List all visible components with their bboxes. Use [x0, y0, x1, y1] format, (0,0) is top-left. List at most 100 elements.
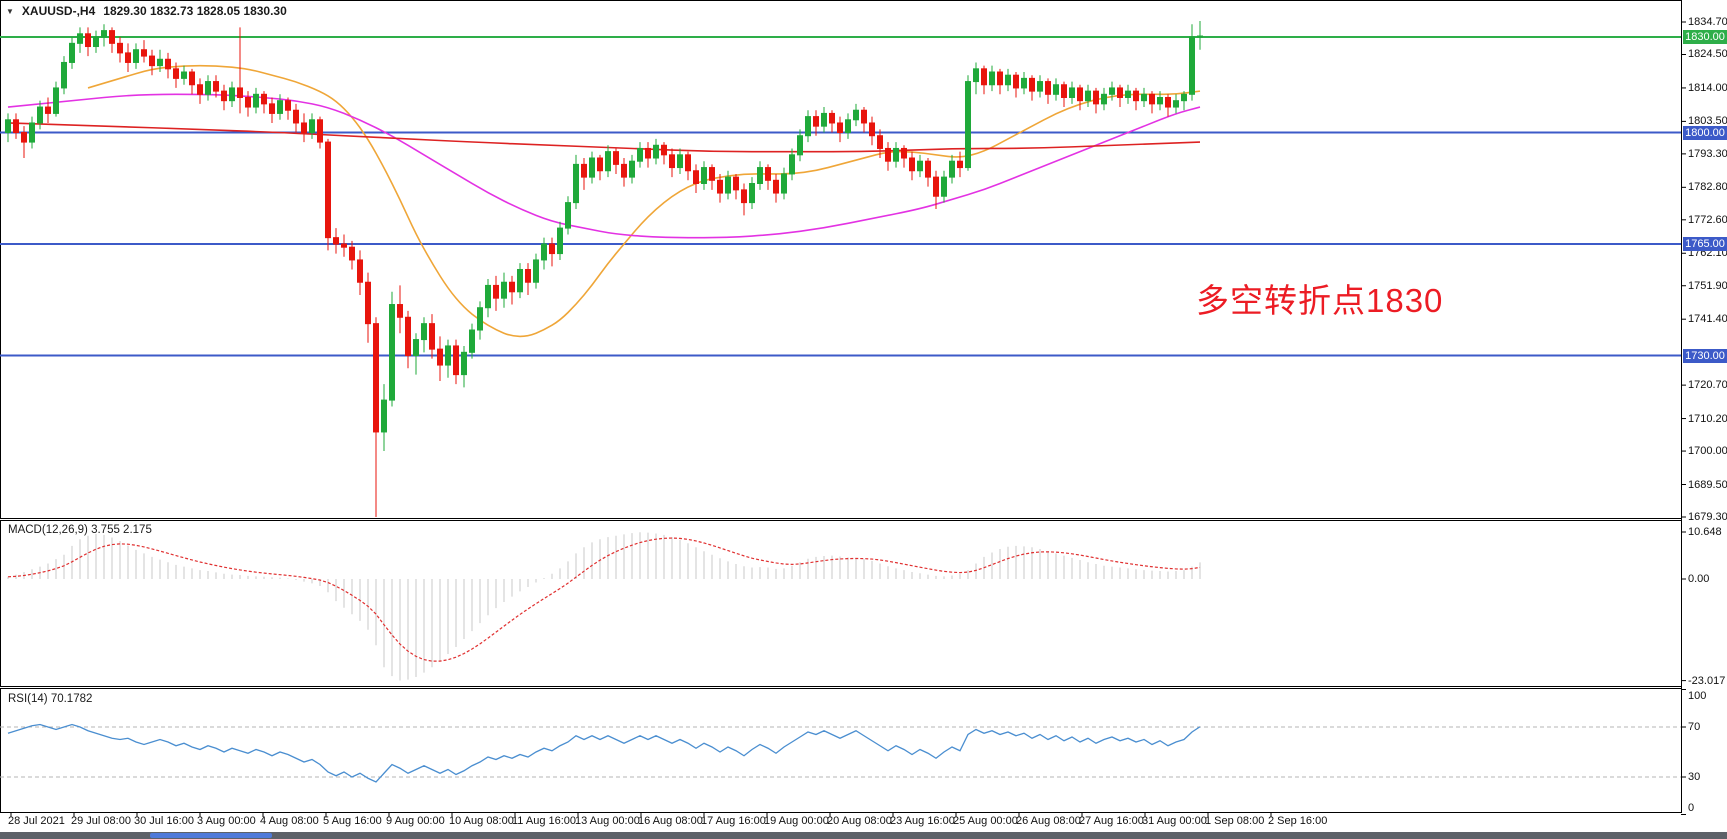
time-axis-label: 19 Aug 00:00: [764, 815, 829, 827]
candle-body: [557, 227, 563, 255]
annotation-text[interactable]: 多空转折点1830: [1196, 282, 1444, 319]
candle-body: [149, 55, 155, 67]
candle-body: [357, 259, 363, 283]
candle-body: [709, 167, 715, 181]
candle-body: [1109, 87, 1115, 95]
candle-body: [925, 160, 931, 178]
candle-body: [501, 281, 507, 299]
candle-body: [581, 163, 587, 178]
time-axis-label: 20 Aug 08:00: [827, 815, 892, 827]
price-tick-label: 1679.30: [1688, 510, 1727, 523]
price-level-badge: 1730.00: [1683, 348, 1727, 363]
candle-body: [525, 268, 531, 283]
candle-body: [429, 323, 435, 350]
candle-body: [741, 189, 747, 204]
candle-body: [333, 237, 339, 245]
candle-body: [749, 182, 755, 204]
candle-body: [421, 323, 427, 341]
time-axis-label: 9 Aug 00:00: [386, 815, 445, 827]
candle-body: [1157, 96, 1163, 105]
candle-body: [573, 163, 579, 204]
candle-body: [45, 106, 51, 114]
ma-mid-line: [7, 93, 1201, 239]
candle-body: [629, 160, 635, 178]
candle-body: [1085, 90, 1091, 102]
candle-body: [941, 176, 947, 197]
price-tick-label: 1700.00: [1688, 445, 1727, 458]
candle-body: [1133, 90, 1139, 102]
candle-body: [1045, 81, 1051, 95]
candle-body: [1141, 93, 1147, 102]
candle-body: [589, 157, 595, 178]
candle-body: [677, 154, 683, 169]
candle-body: [397, 304, 403, 318]
macd-tick-label: -23.017: [1688, 674, 1726, 687]
candle-body: [861, 109, 867, 124]
candle-body: [317, 119, 323, 143]
bottom-scrollbar[interactable]: [0, 832, 1727, 839]
candle-body: [821, 112, 827, 127]
candle-body: [685, 154, 691, 172]
candle-body: [893, 147, 899, 162]
candle-body: [549, 243, 555, 255]
candle-body: [765, 167, 771, 181]
candle-body: [669, 154, 675, 169]
rsi-indicator-label: RSI(14) 70.1782: [8, 693, 93, 705]
macd-histogram: [7, 532, 1201, 681]
candle-body: [381, 399, 387, 433]
dropdown-triangle-icon[interactable]: ▼: [6, 6, 14, 16]
candle-body: [1077, 87, 1083, 102]
time-axis-label: 13 Aug 00:00: [575, 815, 640, 827]
candle-body: [781, 173, 787, 194]
candle-body: [837, 122, 843, 134]
time-axis-label: 26 Aug 08:00: [1016, 815, 1081, 827]
ohlc-quote-label: 1829.30 1832.73 1828.05 1830.30: [103, 4, 287, 18]
candle-body: [1197, 35, 1203, 38]
candle-body: [1189, 36, 1195, 95]
candle-body: [293, 109, 299, 124]
time-axis-label: 3 Aug 00:00: [197, 815, 256, 827]
macd-tick-label: 10.648: [1688, 525, 1722, 538]
candle-body: [1029, 77, 1035, 92]
rsi-tick-label: 0: [1688, 802, 1695, 814]
candle-body: [469, 329, 475, 353]
candle-body: [653, 144, 659, 159]
candle-body: [885, 147, 891, 162]
candle-body: [613, 151, 619, 165]
candle-body: [773, 179, 779, 194]
candle-body: [605, 151, 611, 172]
candle-body: [1093, 90, 1099, 105]
time-axis-label: 4 Aug 08:00: [260, 815, 319, 827]
candle-body: [325, 141, 331, 239]
candle-body: [5, 119, 11, 134]
price-level-badge: 1830.00: [1683, 29, 1727, 44]
candle-body: [101, 30, 107, 38]
time-axis-label: 16 Aug 08:00: [638, 815, 703, 827]
candle-body: [853, 109, 859, 121]
candle-body: [997, 71, 1003, 86]
candle-body: [213, 81, 219, 92]
candle-body: [29, 122, 35, 143]
candle-body: [661, 144, 667, 156]
time-axis-label: 25 Aug 00:00: [953, 815, 1018, 827]
candle-body: [813, 116, 819, 127]
ma-fast-line: [87, 64, 1201, 338]
time-axis-label: 11 Aug 16:00: [512, 815, 577, 827]
candle-body: [229, 87, 235, 102]
price-tick-label: 1751.90: [1688, 279, 1727, 292]
price-tick-label: 1803.50: [1688, 115, 1727, 128]
candle-body: [541, 243, 547, 261]
candle-body: [693, 170, 699, 184]
candle-body: [405, 316, 411, 357]
scrollbar-thumb[interactable]: [150, 833, 272, 838]
candle-body: [189, 71, 195, 86]
price-tick-label: 1689.50: [1688, 478, 1727, 491]
candle-body: [125, 52, 131, 63]
candle-body: [77, 33, 83, 44]
candle-body: [789, 154, 795, 175]
candle-body: [413, 339, 419, 357]
candle-body: [1101, 93, 1107, 105]
candle-body: [733, 176, 739, 191]
candle-body: [845, 119, 851, 134]
